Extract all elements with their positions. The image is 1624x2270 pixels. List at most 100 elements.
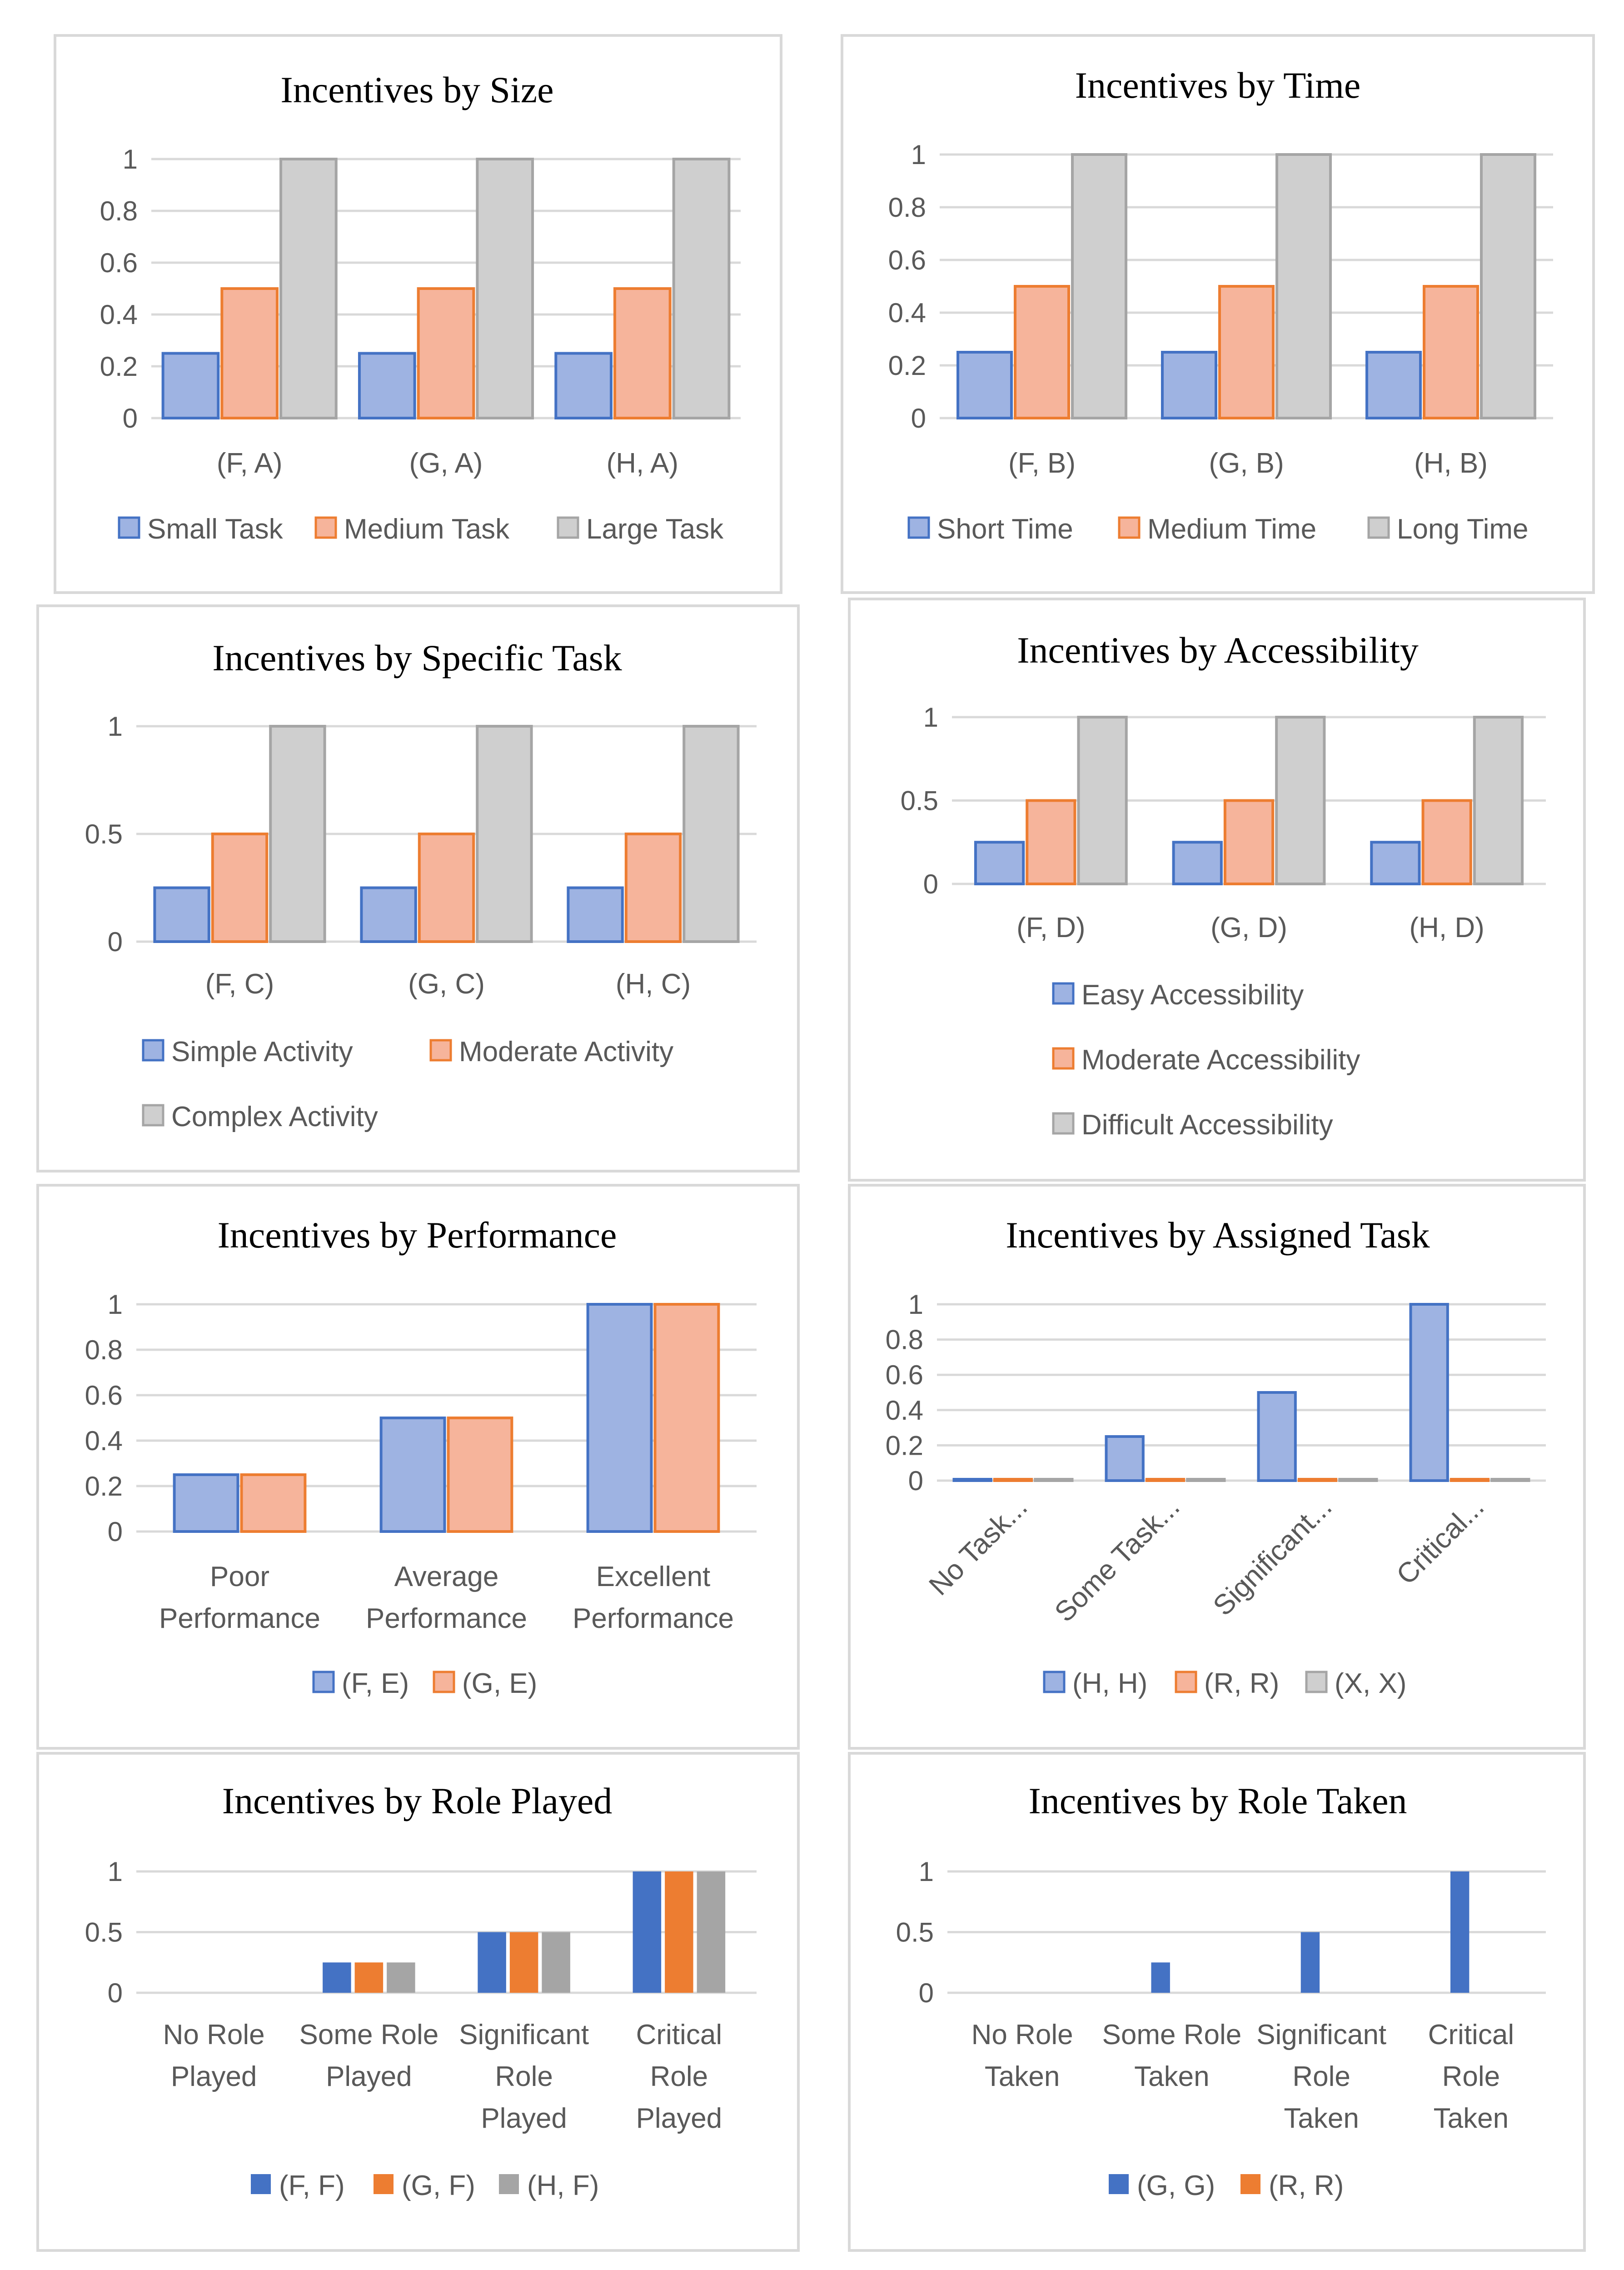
bar-moderate-activity [624,833,682,943]
bar--h-f- [542,1932,570,1993]
bar--f-e- [379,1417,446,1533]
legend-swatch [1043,1671,1066,1693]
y-tick-label: 0 [108,1978,123,2008]
legend-label: Medium Task [344,514,510,545]
x-category-label: Taken [985,2061,1060,2092]
legend-label: (H, H) [1072,1668,1147,1699]
bar-small-task [358,352,416,419]
legend-swatch [118,516,140,539]
x-category-label: Role [1442,2061,1500,2092]
bar--r-r- [1297,1478,1338,1482]
chart-title: Incentives by Accessibility [1017,629,1419,671]
x-category-label: Taken [1434,2103,1509,2134]
y-tick-label: 0.4 [888,298,926,328]
chart-time: Incentives by Time 0 0.2 0.4 0.6 0.8 1 (F, B) (G… [888,65,1553,545]
legend-label: Medium Time [1147,514,1316,545]
bar--h-h- [1257,1391,1297,1482]
x-category-label: Taken [1134,2061,1209,2092]
y-tick-label: 1 [923,702,938,733]
bar-short-time [956,351,1013,419]
chart-incentives-by-role-played [36,1752,800,2252]
legend-label: Large Task [586,514,724,545]
y-tick-label: 0.8 [886,1325,923,1355]
x-category-label: Some Role [299,2019,439,2050]
bar--f-e- [586,1303,653,1533]
bar--h-h- [952,1478,992,1482]
legend-swatch [433,1671,455,1693]
x-category-label: Performance [159,1603,320,1634]
y-tick-label: 0.8 [85,1335,123,1365]
x-category-label: (G, B) [1209,448,1284,479]
y-tick-label: 0 [108,927,123,957]
y-tick-label: 1 [123,144,138,175]
bar--g-f- [665,1871,693,1993]
legend-label: (R, R) [1204,1668,1279,1699]
x-category-label: Performance [366,1603,527,1634]
bar--g-g- [1151,1962,1170,1993]
bar-easy-accessibility [974,841,1025,885]
bar--f-f- [323,1962,351,1993]
legend-swatch [1052,1112,1075,1135]
bar-long-time [1071,153,1127,419]
x-category-label: (G, A) [409,448,483,479]
x-category-label: Critical... [1390,1491,1490,1591]
y-tick-label: 1 [919,1856,934,1887]
legend-label: (G, E) [462,1668,537,1699]
chart-title: Incentives by Performance [218,1214,617,1256]
x-category-label: Excellent [596,1561,711,1592]
bar-difficult-accessibility [1275,716,1326,885]
bar-difficult-accessibility [1077,716,1128,885]
x-category-label: (F, D) [1016,912,1086,943]
bar-simple-activity [567,886,624,943]
legend-swatch [1118,516,1141,539]
bar--g-f- [354,1962,384,1993]
chart-performance: Incentives by Performance 0 0.2 0.4 0.6 0.8 1 P… [85,1214,757,1699]
y-tick-label: 0.2 [888,350,926,381]
legend-swatch [1109,2174,1129,2194]
y-tick-label: 0.4 [85,1426,123,1456]
bar-medium-task [220,287,279,419]
legend-label: (R, R) [1269,2170,1344,2201]
x-category-label: Taken [1284,2103,1359,2134]
legend-label: (X, X) [1335,1668,1406,1699]
y-tick-label: 1 [108,711,123,742]
bar-large-task [672,158,731,419]
legend-swatch [374,2174,394,2194]
x-category-label: (F, A) [217,448,283,479]
legend-label: (F, E) [342,1668,409,1699]
legend-label: Simple Activity [171,1036,353,1068]
legend-label: Moderate Accessibility [1081,1044,1360,1076]
chart-incentives-by-assigned-task [848,1184,1586,1750]
x-category-label: Role [495,2061,553,2092]
x-category-label: No Role [163,2019,265,2050]
y-tick-label: 0.8 [888,192,926,223]
y-tick-label: 0.4 [886,1395,923,1426]
bar-short-time [1161,351,1217,419]
legend-label: Small Task [147,514,284,545]
x-category-label: (F, C) [205,968,274,1000]
legend-label: Easy Accessibility [1081,979,1304,1011]
chart-incentives-by-role-taken [848,1752,1586,2252]
chart-specific: Incentives by Specific Task 0 0.5 1 (F, C) (G… [85,637,757,1133]
legend-swatch [142,1039,164,1062]
y-tick-label: 0 [123,403,138,434]
bar-difficult-accessibility [1473,716,1524,885]
y-tick-label: 0.4 [100,299,138,330]
y-tick-label: 0.2 [100,351,138,382]
legend-swatch [1305,1671,1328,1693]
legend-swatch [142,1104,164,1127]
x-category-label: No Task... [923,1491,1033,1601]
chart-accessibility: Incentives by Accessibility 0 0.5 1 (F, D) (G… [901,629,1546,1141]
x-category-label: (H, C) [616,968,691,1000]
bar-large-task [476,158,534,419]
legend-swatch [312,1671,335,1693]
bar--x-x- [1490,1478,1530,1482]
legend-label: Moderate Activity [459,1036,673,1068]
y-tick-label: 1 [911,140,926,170]
y-tick-label: 0.6 [85,1380,123,1411]
legend-label: (G, F) [402,2170,475,2201]
bar--h-f- [387,1962,415,1993]
y-tick-label: 0 [908,1466,923,1496]
legend-swatch [1052,982,1075,1005]
bar-moderate-activity [211,833,269,943]
